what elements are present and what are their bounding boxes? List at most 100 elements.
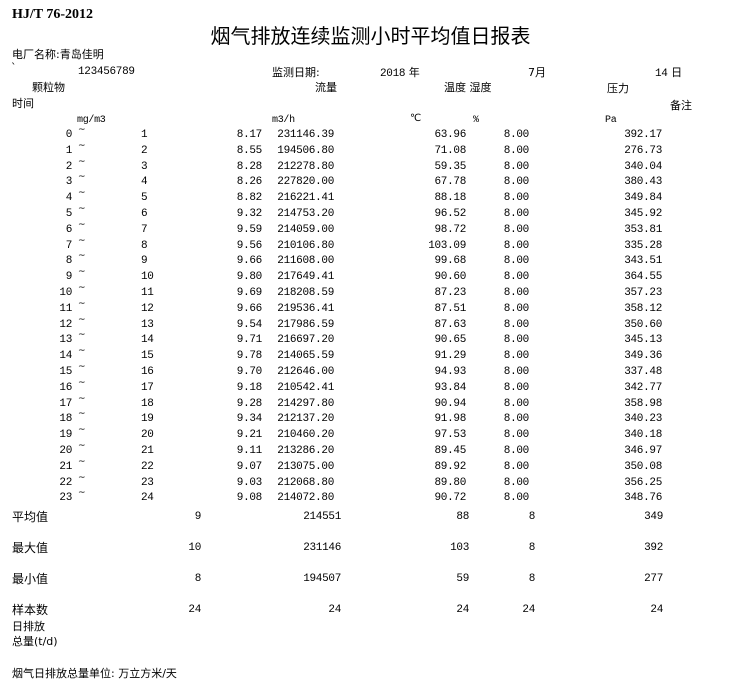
page-title: 烟气排放连续监测小时平均值日报表: [210, 24, 531, 48]
pressure-value: 276.73: [624, 144, 662, 157]
humidity-value: 8.00: [503, 397, 530, 410]
hour-end: 9: [141, 255, 148, 268]
humidity-value: 8.00: [503, 160, 530, 173]
humidity-value: 8.00: [503, 239, 530, 252]
particles-value: 8: [194, 573, 202, 585]
pressure-value: 356.25: [624, 476, 662, 489]
hour-start: 6: [65, 223, 73, 236]
hour-start: 1: [65, 144, 73, 157]
pressure-value: 353.81: [624, 223, 662, 236]
humidity-value: 8.00: [503, 445, 530, 457]
particles-value: 8.26: [236, 176, 263, 189]
temp-value: 89.80: [434, 476, 466, 489]
humidity-value: 8.00: [503, 208, 530, 220]
flow-value: 217986.59: [277, 318, 334, 331]
unit-flow: m3/h: [272, 115, 295, 126]
unit-temp: ℃: [410, 113, 422, 124]
tilde: ~: [78, 204, 86, 214]
pressure-value: 343.51: [624, 255, 662, 268]
particles-value: 9.28: [236, 397, 263, 410]
flow-value: 210460.20: [277, 429, 334, 442]
hour-start: 21: [59, 460, 72, 473]
hour-start: 18: [59, 413, 72, 426]
flow-value: 210542.41: [277, 381, 334, 394]
hour-start: 15: [59, 366, 72, 378]
summary-label: 样本数: [12, 603, 49, 617]
hour-start: 9: [65, 271, 73, 284]
particles-value: 9.66: [236, 302, 263, 315]
flow-value: 231146.39: [277, 129, 334, 141]
plant-code: 123456789: [78, 66, 135, 78]
flow-value: 210106.80: [277, 239, 334, 252]
tilde: ~: [78, 425, 86, 436]
hour-end: 16: [141, 366, 154, 378]
flow-value: 214065.59: [277, 350, 334, 363]
humidity-value: 8.00: [503, 318, 530, 331]
pressure-value: 357.23: [624, 287, 662, 299]
humidity-value: 8.00: [503, 366, 530, 378]
temp-value: 24: [456, 604, 469, 616]
temp-value: 90.60: [434, 271, 466, 284]
humidity-value: 8.00: [503, 144, 530, 157]
hour-end: 14: [141, 334, 154, 347]
tilde: ~: [78, 188, 86, 199]
date-month: 7月: [528, 66, 546, 79]
hour-start: 8: [65, 255, 73, 268]
particles-value: 8.82: [236, 192, 263, 205]
header-pressure: 压力: [607, 82, 629, 95]
temp-value: 90.94: [434, 397, 466, 410]
hour-end: 22: [141, 460, 154, 473]
hour-end: 19: [141, 413, 154, 426]
humidity-value: 8.00: [503, 302, 530, 315]
flow-value: 214753.20: [277, 208, 334, 220]
pressure-value: 335.28: [624, 239, 662, 252]
temp-value: 59.35: [434, 160, 466, 173]
pressure-value: 345.92: [624, 208, 662, 220]
particles-value: 9.18: [236, 381, 263, 394]
header-particles: 颗粒物: [32, 81, 65, 94]
daily-total-label-1: 日排放: [12, 620, 45, 633]
temp-value: 96.52: [434, 208, 466, 220]
temp-value: 98.72: [434, 223, 466, 236]
date-label: 监测日期:: [272, 66, 320, 79]
temp-value: 71.08: [434, 144, 466, 157]
hour-end: 20: [141, 429, 154, 442]
pressure-value: 358.12: [624, 302, 662, 315]
flow-value: 219536.41: [277, 302, 334, 315]
tilde: ~: [78, 456, 86, 467]
summary-label: 平均值: [12, 510, 49, 524]
summary-label: 最大值: [12, 541, 49, 555]
flow-value: 216221.41: [277, 192, 334, 205]
pressure-value: 340.04: [624, 160, 662, 173]
particles-value: 9.32: [236, 208, 263, 220]
temp-value: 87.51: [434, 302, 466, 315]
particles-value: 9.56: [236, 239, 263, 252]
temp-value: 90.65: [434, 334, 466, 347]
hour-end: 15: [141, 350, 154, 363]
particles-value: 9.71: [236, 334, 263, 347]
hour-end: 6: [141, 208, 148, 220]
header-flow: 流量: [315, 81, 337, 94]
humidity-value: 8.00: [503, 287, 530, 299]
flow-value: 217649.41: [277, 271, 334, 284]
header-temp-humidity: 温度 湿度: [444, 81, 492, 94]
particles-value: 9.03: [236, 476, 263, 489]
flow-value: 212646.00: [277, 366, 334, 378]
hour-start: 12: [59, 318, 72, 331]
particles-value: 9.07: [236, 460, 263, 473]
particles-value: 9.08: [236, 492, 263, 505]
hour-end: 24: [141, 492, 154, 505]
flow-value: 212068.80: [277, 476, 334, 489]
year-unit: 年: [408, 66, 420, 79]
hour-end: 13: [141, 318, 154, 331]
flow-value: 194507: [303, 573, 341, 585]
hour-end: 17: [141, 381, 154, 394]
pressure-value: 350.08: [624, 460, 662, 473]
hour-end: 3: [141, 160, 148, 173]
humidity-value: 8.00: [503, 176, 530, 189]
pressure-value: 277: [644, 573, 663, 585]
humidity-value: 8.00: [503, 429, 530, 442]
humidity-value: 8.00: [503, 192, 530, 205]
tilde: ~: [78, 488, 86, 499]
humidity-value: 8.00: [503, 255, 530, 268]
